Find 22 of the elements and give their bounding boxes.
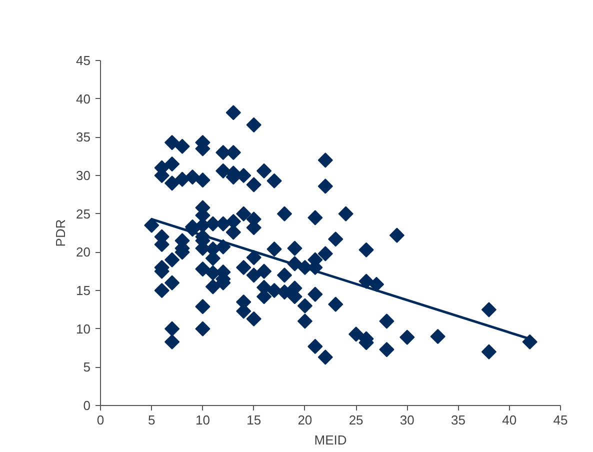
x-tick-label: 15 xyxy=(246,412,262,428)
y-axis-title: PDR xyxy=(53,219,68,247)
x-tick-label: 25 xyxy=(348,412,364,428)
x-axis-title: MEID xyxy=(314,432,347,448)
x-tick-label: 45 xyxy=(553,412,568,428)
x-tick-label: 30 xyxy=(400,412,414,428)
x-tick-label: 5 xyxy=(148,412,156,428)
y-tick-label: 25 xyxy=(76,206,91,222)
y-tick-label: 0 xyxy=(83,398,91,413)
y-tick-label: 45 xyxy=(76,53,91,68)
y-tick-label: 35 xyxy=(76,130,91,145)
y-tick-label: 20 xyxy=(76,244,91,260)
y-tick-label: 30 xyxy=(76,168,91,183)
x-tick-label: 40 xyxy=(502,412,517,428)
y-tick-label: 40 xyxy=(76,91,91,106)
y-tick-label: 10 xyxy=(76,321,91,336)
x-tick-label: 10 xyxy=(195,412,210,428)
x-tick-label: 35 xyxy=(451,412,466,428)
x-tick-label: 20 xyxy=(298,412,312,428)
y-tick-label: 5 xyxy=(83,360,91,375)
y-tick-label: 15 xyxy=(76,283,91,298)
x-tick-label: 0 xyxy=(96,412,104,428)
